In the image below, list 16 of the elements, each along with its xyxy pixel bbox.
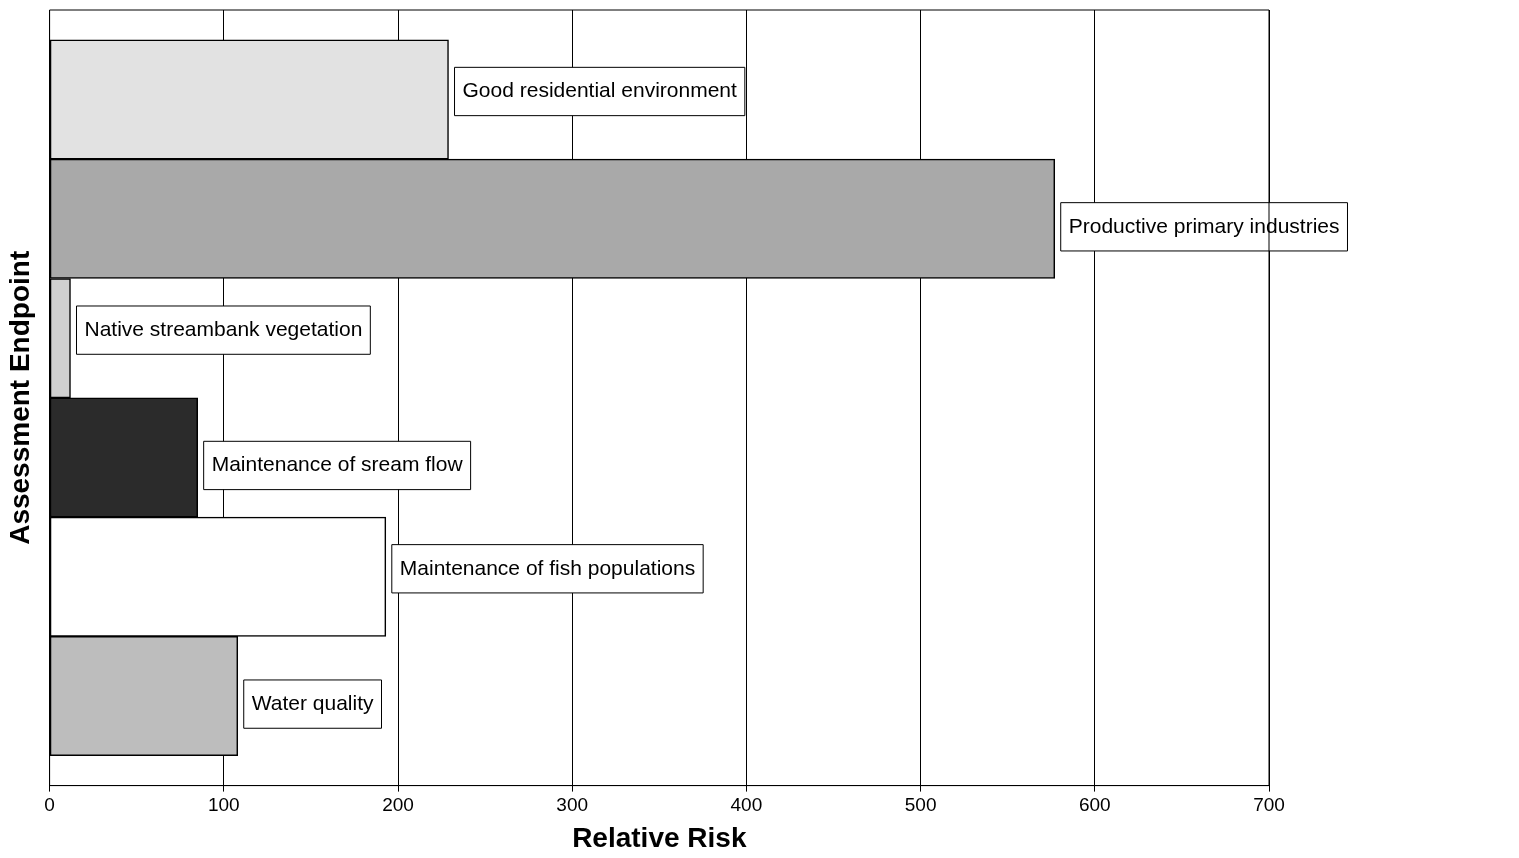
- y-axis-title: Assessment Endpoint: [3, 250, 35, 545]
- y-tick-label: Water quality: [251, 690, 374, 714]
- y-tick-label: Maintenance of fish populations: [399, 555, 696, 579]
- x-tick-label: 700: [1253, 794, 1285, 816]
- x-tick-label: 400: [730, 794, 763, 816]
- x-tick-label: 0: [44, 794, 55, 816]
- y-tick-label: Good residential environment: [462, 78, 738, 102]
- x-tick-label: 100: [207, 794, 240, 816]
- x-tick-label: 600: [1078, 794, 1111, 816]
- x-tick-label: 500: [904, 794, 937, 816]
- x-tick-label: 200: [382, 794, 414, 816]
- y-tick-label: Maintenance of sream flow: [211, 452, 464, 476]
- x-tick-label: 300: [556, 794, 589, 816]
- y-tick-label: Native streambank vegetation: [84, 316, 363, 340]
- x-axis-title: Relative Risk: [572, 821, 747, 853]
- y-tick-label: Productive primary industries: [1068, 213, 1340, 237]
